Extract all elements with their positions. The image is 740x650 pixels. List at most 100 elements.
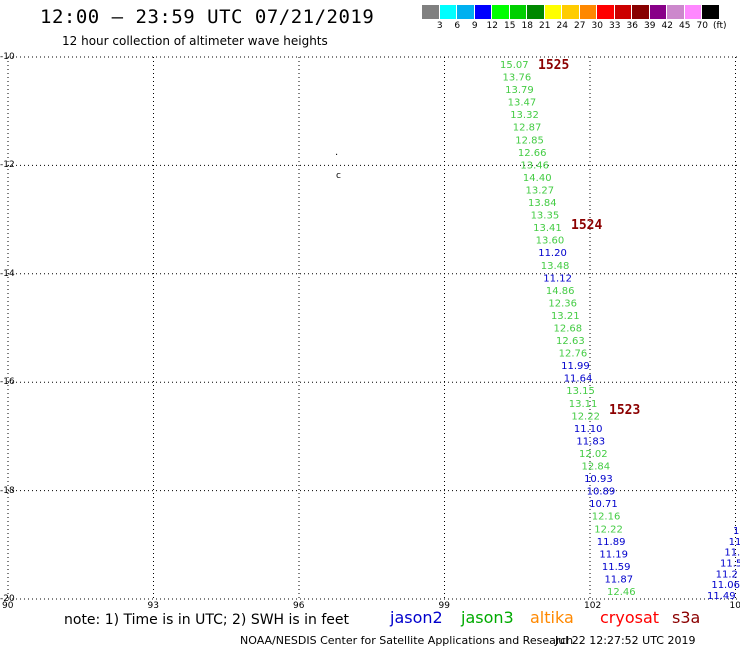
color-swatch (457, 5, 475, 19)
wave-height-value: 11.83 (576, 436, 605, 447)
island-mark: c (336, 171, 341, 181)
wave-height-value: 12.66 (518, 148, 547, 159)
color-legend-label: 15 (504, 21, 516, 31)
wave-height-value: 12.46 (607, 587, 636, 598)
wave-height-value: 11.20 (538, 248, 567, 259)
latitude-label: -20 (0, 594, 15, 604)
wave-height-value: 11.49 (707, 591, 736, 602)
satellite-legend-item: jason3 (461, 608, 514, 627)
satellite-legend-item: cryosat (600, 608, 660, 627)
wave-height-value: 13.46 (520, 160, 549, 171)
wave-height-value: 11.12 (543, 273, 572, 284)
color-legend-label: 27 (574, 21, 586, 31)
satellite-legend-item: jason2 (390, 608, 443, 627)
color-swatch (579, 5, 597, 19)
islands: ·c (335, 150, 341, 181)
wave-height-value: 11 (729, 537, 740, 548)
color-legend-label: 21 (539, 21, 551, 31)
wave-height-value: 12.84 (582, 462, 611, 473)
color-legend-label: 12 (486, 21, 498, 31)
color-swatch (422, 5, 440, 19)
latitude-label: -12 (0, 160, 15, 171)
island-mark: · (335, 150, 338, 161)
color-legend-label: 36 (626, 21, 638, 31)
wave-height-value: 13.47 (508, 98, 537, 109)
wave-height-value: 15.07 (500, 60, 529, 71)
wave-height-value: 11.87 (604, 574, 633, 585)
orbit-number-label: 1525 (538, 58, 569, 73)
wave-height-value: 13.21 (551, 311, 580, 322)
wave-height-value: 11.59 (602, 562, 631, 573)
latitude-label: -14 (0, 268, 15, 279)
wave-height-value: 11.2 (716, 569, 738, 580)
wave-height-value: 13.32 (510, 110, 539, 121)
color-swatch (614, 5, 632, 19)
color-swatch (667, 5, 685, 19)
color-legend-label: (ft) (712, 21, 727, 31)
color-swatch (492, 5, 510, 19)
color-legend-label: 42 (661, 21, 673, 31)
longitude-label: 93 (147, 601, 159, 611)
wave-height-value: 11.99 (561, 361, 590, 372)
wave-height-value: 13.84 (528, 198, 557, 209)
units-note: note: 1) Time is in UTC; 2) SWH is in fe… (64, 612, 350, 628)
wave-height-value: 12.36 (548, 298, 577, 309)
color-legend-label: 70 (696, 21, 708, 31)
longitude-label: 99 (438, 601, 450, 611)
wave-height-value: 10.71 (589, 499, 618, 510)
color-swatch (509, 5, 527, 19)
wave-height-value: 12.63 (556, 336, 585, 347)
color-legend-labels: 3 6 9 12 15 18 21 24 27 30 33 36 39 42 45 70 (ft) (422, 21, 740, 33)
map-title: 12:00 – 23:59 UTC 07/21/2019 (40, 6, 375, 28)
wave-height-value: 13.15 (566, 386, 595, 397)
wave-height-value: 11. (724, 548, 740, 559)
longitude-label: 96 (293, 601, 305, 611)
satellite-legend-item: altika (530, 608, 574, 627)
wave-height-value: 13.76 (503, 73, 532, 84)
wave-height-value: 12.87 (513, 123, 542, 134)
wave-height-value: 12.76 (559, 349, 588, 360)
color-legend-label: 6 (454, 21, 461, 31)
wave-height-value: 12.22 (571, 411, 600, 422)
wave-height-value: 13.35 (531, 211, 560, 222)
orbit-number-label: 1524 (571, 218, 602, 233)
wave-height-value: 12.85 (515, 135, 544, 146)
longitude-label: 90 (2, 601, 14, 611)
wave-height-value: 14.40 (523, 173, 552, 184)
wave-height-value: 11.64 (564, 374, 593, 385)
wave-height-value: 13.27 (525, 185, 554, 196)
credit-text: NOAA/NESDIS Center for Satellite Applica… (240, 634, 574, 647)
lat-lon-grid (7, 56, 740, 600)
color-legend-label: 18 (521, 21, 533, 31)
color-legend-label: 39 (644, 21, 656, 31)
orbit-number-label: 1523 (609, 403, 640, 418)
wave-height-value: 13.79 (505, 85, 534, 96)
wave-height-value: 11.5 (720, 559, 740, 570)
color-legend-label: 33 (609, 21, 621, 31)
wave-height-value: 10.89 (587, 487, 616, 498)
latitude-label: -16 (0, 377, 15, 388)
color-swatch (562, 5, 580, 19)
latitude-label: -18 (0, 485, 15, 496)
wave-height-value: 12.22 (594, 524, 623, 535)
wave-height-value: 11 (733, 526, 740, 537)
wave-height-value: 11.19 (599, 549, 628, 560)
color-swatch (702, 5, 720, 19)
wave-height-value: 12.02 (579, 449, 608, 460)
color-swatch (649, 5, 667, 19)
color-swatch (632, 5, 650, 19)
wave-height-value: 13.41 (533, 223, 562, 234)
color-swatch (439, 5, 457, 19)
wave-height-value: 10.93 (584, 474, 613, 485)
wave-height-value: 13.48 (541, 261, 570, 272)
color-legend-label: 24 (556, 21, 568, 31)
wave-height-value: 12.16 (592, 512, 621, 523)
wave-height-value: 11.10 (574, 424, 603, 435)
satellite-legend-item: s3a (672, 608, 701, 627)
color-swatch (474, 5, 492, 19)
generated-timestamp: Jul 22 12:27:52 UTC 2019 (555, 634, 696, 647)
wave-height-value: 12.68 (554, 324, 583, 335)
color-legend-label: 9 (471, 21, 478, 31)
